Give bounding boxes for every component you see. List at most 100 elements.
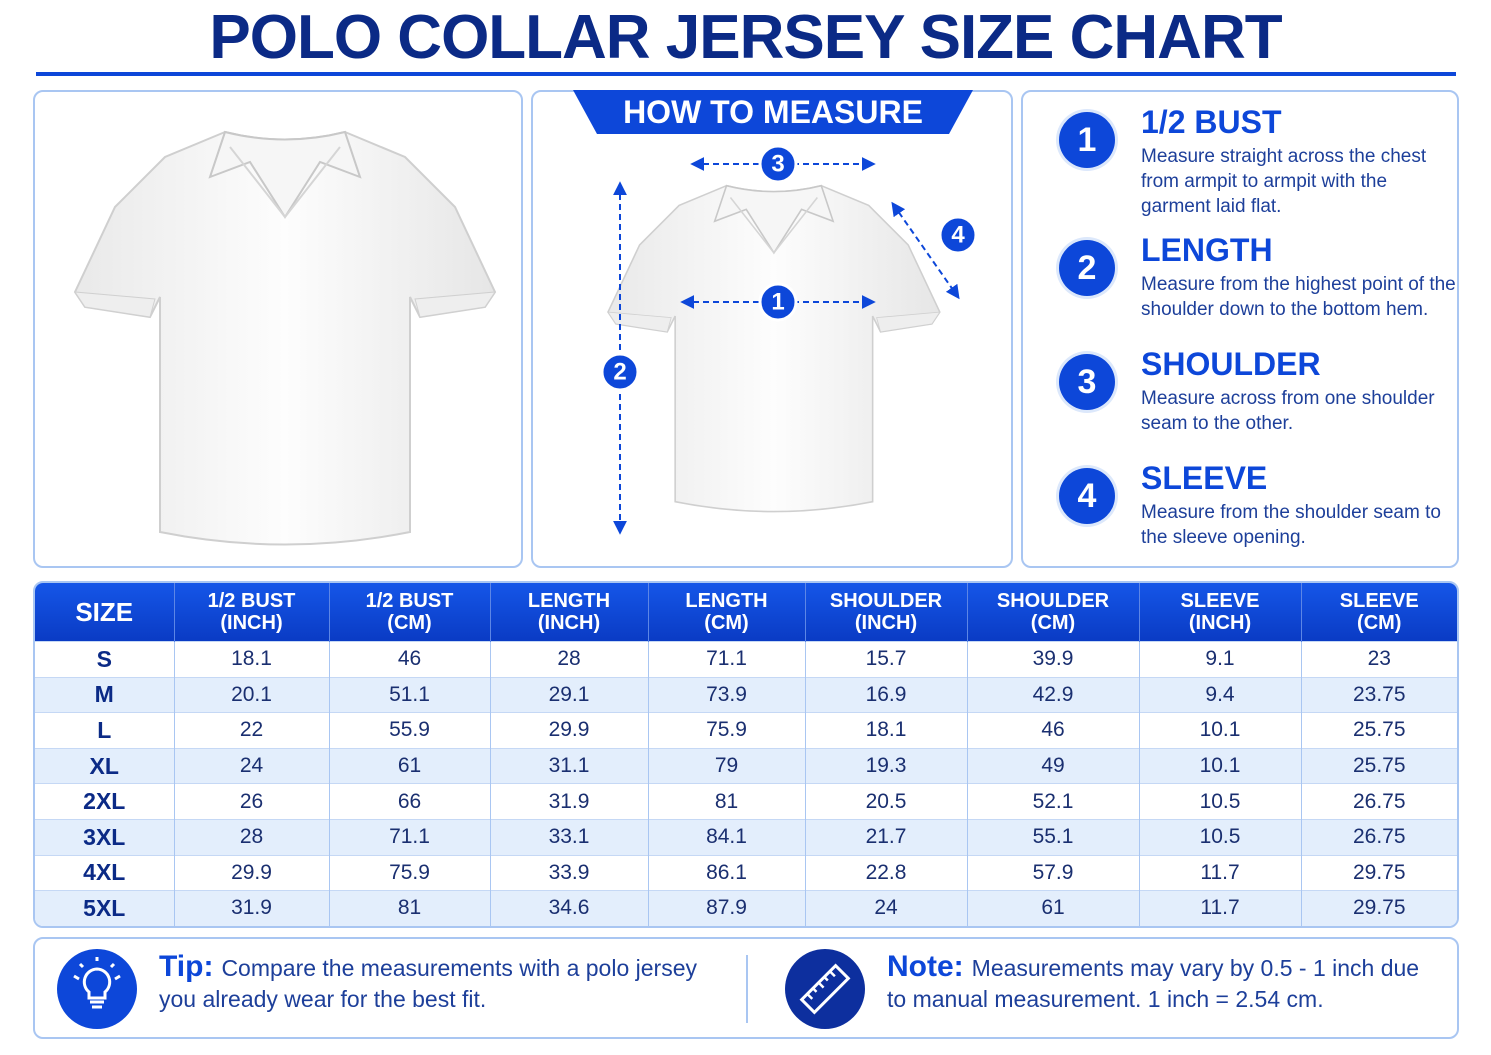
column-header: LENGTH (CM) — [648, 583, 806, 642]
title-rule — [36, 72, 1456, 76]
table-cell: 71.1 — [329, 818, 491, 856]
table-cell: 21.7 — [805, 818, 968, 856]
table-cell: 18.1 — [805, 712, 968, 749]
tip-label: Tip: — [159, 950, 214, 983]
table-cell: 18.1 — [174, 641, 330, 678]
size-cell: M — [35, 676, 175, 713]
marker-label: 3 — [771, 150, 784, 177]
table-cell: 28 — [174, 818, 330, 856]
table-cell: 28 — [490, 641, 649, 678]
marker-circle — [758, 144, 798, 184]
table-cell: 20.5 — [805, 783, 968, 820]
column-unit: (INCH) — [854, 612, 918, 634]
marker-circle — [758, 282, 798, 322]
column-name: LENGTH — [527, 590, 611, 612]
instruction-number: 1 — [1059, 112, 1115, 168]
table-cell: 81 — [648, 783, 806, 820]
table-cell: 39.9 — [967, 641, 1140, 678]
table-cell: 46 — [329, 641, 491, 678]
table-cell: 42.9 — [967, 676, 1140, 713]
table-head: SIZE 1/2 BUST (INCH) 1/2 BUST (CM) LENGTH (INC… — [35, 583, 1457, 642]
instructions-panel: 1 1/2 BUST Measure straight across the che… — [1021, 90, 1459, 568]
table-cell: 61 — [329, 747, 491, 784]
size-cell: S — [35, 641, 175, 678]
table-cell: 73.9 — [648, 676, 806, 713]
column-name: SIZE — [75, 597, 134, 627]
size-cell: 4XL — [35, 854, 175, 891]
instruction-title: 1/2 BUST — [1141, 104, 1282, 140]
marker-label: 4 — [951, 221, 965, 248]
instruction-title: SLEEVE — [1141, 460, 1268, 496]
table-cell: 79 — [648, 747, 806, 784]
instruction-text: Measure from the shoulder seam to the sl… — [1141, 502, 1441, 548]
table-row: 3XL 28 71.1 33.1 84.1 21.7 55.1 10.5 26.75 — [35, 818, 1457, 856]
table-cell: 26 — [174, 783, 330, 820]
column-unit: (CM) — [1030, 612, 1076, 634]
header-row: SIZE 1/2 BUST (INCH) 1/2 BUST (CM) LENGTH (INC… — [35, 583, 1457, 642]
table-cell: 11.7 — [1139, 890, 1302, 926]
table-cell: 15.7 — [805, 641, 968, 678]
table-row: S 18.1 46 28 71.1 15.7 39.9 9.1 23 — [35, 641, 1457, 678]
table-cell: 29.75 — [1301, 890, 1457, 926]
table-cell: 24 — [805, 890, 968, 926]
column-header: SHOULDER (CM) — [967, 583, 1140, 642]
column-header: LENGTH (INCH) — [490, 583, 649, 642]
size-cell: 5XL — [35, 890, 175, 926]
column-header: SIZE — [35, 583, 175, 642]
shirt-image — [74, 131, 496, 546]
column-name: SLEEVE — [1180, 590, 1260, 612]
table-cell: 34.6 — [490, 890, 649, 926]
table-cell: 55.9 — [329, 712, 491, 749]
table-cell: 10.5 — [1139, 818, 1302, 856]
table-cell: 75.9 — [329, 854, 491, 891]
note-label: Note: — [887, 950, 964, 983]
table-cell: 23 — [1301, 641, 1457, 678]
column-unit: (CM) — [387, 612, 432, 634]
table-cell: 26.75 — [1301, 783, 1457, 820]
table-cell: 81 — [329, 890, 491, 926]
column-name: SHOULDER — [829, 590, 943, 612]
column-name: SHOULDER — [996, 590, 1110, 612]
table-cell: 29.1 — [490, 676, 649, 713]
instruction-text: Measure from the highest point of the sh… — [1141, 274, 1456, 320]
column-unit: (INCH) — [220, 612, 283, 634]
table-cell: 71.1 — [648, 641, 806, 678]
table-cell: 23.75 — [1301, 676, 1457, 713]
note: Note: Measurements may vary by 0.5 - 1 in… — [887, 951, 1427, 1015]
table-cell: 29.75 — [1301, 854, 1457, 891]
table-cell: 86.1 — [648, 854, 806, 891]
column-name: LENGTH — [685, 590, 768, 612]
table-cell: 10.5 — [1139, 783, 1302, 820]
table-cell: 75.9 — [648, 712, 806, 749]
instruction-title: SHOULDER — [1141, 346, 1321, 382]
table-cell: 55.1 — [967, 818, 1140, 856]
table-cell: 24 — [174, 747, 330, 784]
column-header: 1/2 BUST (CM) — [329, 583, 491, 642]
column-header: SLEEVE (INCH) — [1139, 583, 1302, 642]
column-unit: (CM) — [704, 612, 749, 634]
tip-icon — [57, 949, 137, 1029]
table-cell: 25.75 — [1301, 712, 1457, 749]
size-cell: L — [35, 712, 175, 749]
size-cell: 2XL — [35, 783, 175, 820]
table-cell: 19.3 — [805, 747, 968, 784]
size-table: SIZE 1/2 BUST (INCH) 1/2 BUST (CM) LENGTH (INC… — [35, 583, 1457, 926]
how-to-measure-panel: HOW TO MEASURE 1 2 3 4 — [531, 90, 1013, 568]
table-cell: 84.1 — [648, 818, 806, 856]
table-cell: 57.9 — [967, 854, 1140, 891]
note-text: Measurements may vary by 0.5 - 1 inch du… — [887, 955, 1420, 1012]
table-row: M 20.1 51.1 29.1 73.9 16.9 42.9 9.4 23.75 — [35, 676, 1457, 713]
column-name: 1/2 BUST — [365, 590, 454, 612]
column-name: 1/2 BUST — [207, 590, 296, 612]
size-cell: XL — [35, 747, 175, 784]
table-cell: 11.7 — [1139, 854, 1302, 891]
size-table-frame: SIZE 1/2 BUST (INCH) 1/2 BUST (CM) LENGTH (INC… — [33, 581, 1459, 928]
table-cell: 31.1 — [490, 747, 649, 784]
footer: Tip: Compare the measurements with a polo… — [33, 937, 1459, 1039]
table-cell: 29.9 — [174, 854, 330, 891]
table-cell: 20.1 — [174, 676, 330, 713]
table-cell: 46 — [967, 712, 1140, 749]
table-row: 4XL 29.9 75.9 33.9 86.1 22.8 57.9 11.7 29.75 — [35, 854, 1457, 891]
table-body: S 18.1 46 28 71.1 15.7 39.9 9.1 23 M 20.1 51.1 29.1 7… — [35, 641, 1457, 926]
